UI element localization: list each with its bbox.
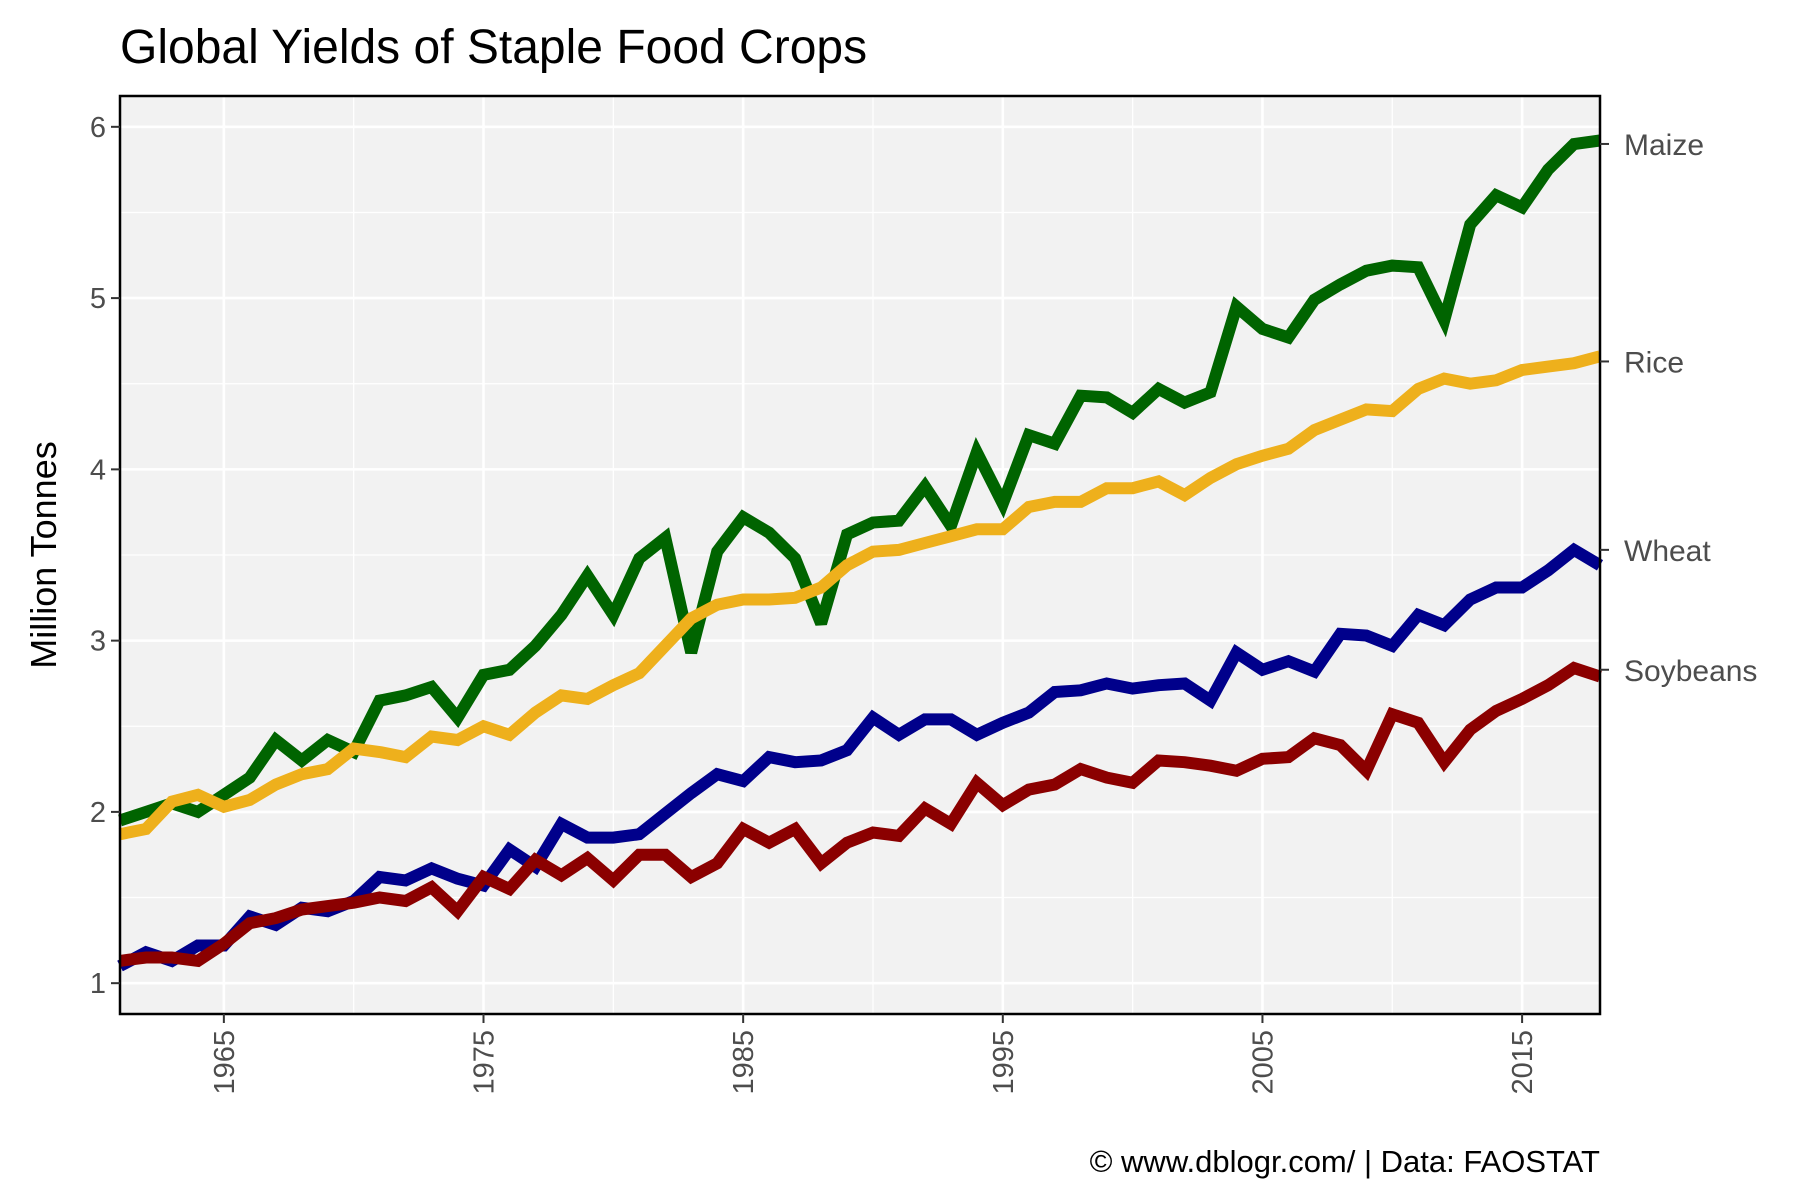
plot-border [118, 94, 1602, 1016]
series-line-wheat [117, 542, 1604, 972]
x-tick-label: 2015 [1507, 1030, 1539, 1095]
x-tick-label: 2005 [1247, 1030, 1279, 1095]
x-tick-label: 1985 [728, 1030, 760, 1095]
y-tick-label: 3 [90, 626, 106, 658]
x-tick-label: 1995 [988, 1030, 1020, 1095]
y-axis: 1 2 3 4 5 6 [90, 112, 120, 1000]
series-label-rice: Rice [1624, 346, 1684, 379]
y-tick-label: 6 [90, 112, 106, 144]
series-label-soybeans: Soybeans [1624, 655, 1757, 688]
series-line-soybeans [119, 661, 1602, 968]
y-tick-label: 1 [90, 968, 106, 1000]
x-tick-label: 1975 [469, 1030, 501, 1095]
source-caption: © www.dblogr.com/ | Data: FAOSTAT [1090, 1144, 1600, 1179]
x-axis: 1965 1975 1985 1995 2005 2015 [209, 1014, 1539, 1095]
gridlines [120, 96, 1600, 1014]
x-tick-label: 1965 [209, 1030, 241, 1095]
chart-title: Global Yields of Staple Food Crops [120, 21, 867, 74]
series-end-labels: Maize Rice Wheat Soybeans [1600, 129, 1757, 688]
series-lines [117, 134, 1604, 972]
y-tick-label: 5 [90, 283, 106, 315]
series-line-rice [118, 350, 1602, 841]
y-tick-label: 2 [90, 797, 106, 829]
y-axis-title: Million Tonnes [23, 441, 64, 668]
series-line-maize [118, 134, 1601, 827]
series-label-maize: Maize [1624, 129, 1704, 162]
y-tick-label: 4 [90, 454, 106, 486]
series-label-wheat: Wheat [1624, 535, 1711, 568]
